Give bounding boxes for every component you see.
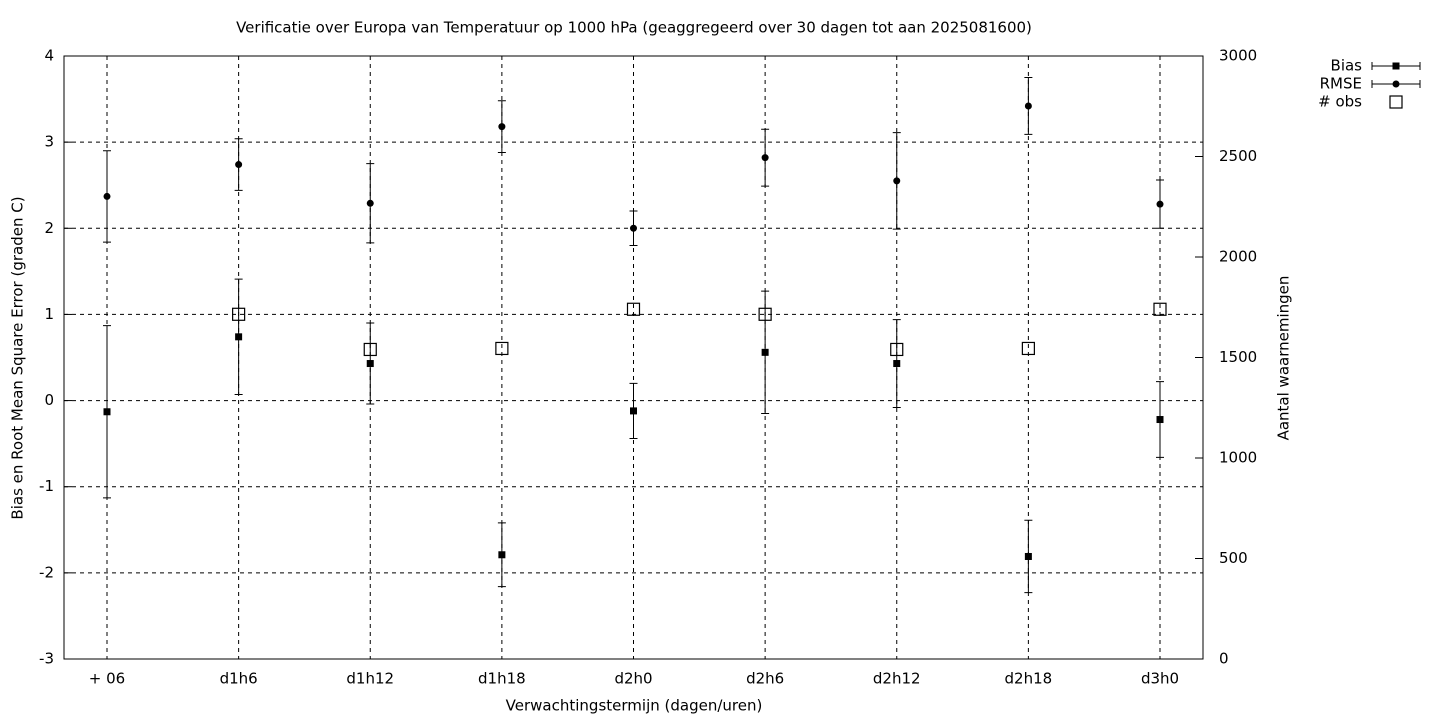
- y-tick-label: 2: [44, 219, 54, 237]
- bias-point: [366, 360, 374, 368]
- y2-tick-label: 0: [1219, 650, 1229, 668]
- y-tick-label: 4: [44, 47, 54, 65]
- rmse-point: [761, 154, 769, 162]
- obs-point: [1389, 95, 1403, 109]
- bias-point: [235, 333, 243, 341]
- obs-point: [758, 307, 772, 321]
- rmse-point: [366, 199, 374, 207]
- x-tick-label: d2h0: [614, 670, 652, 688]
- rmse-point: [498, 123, 506, 131]
- y2-tick-label: 500: [1219, 549, 1248, 567]
- bias-point: [1156, 416, 1164, 424]
- rmse-point: [235, 161, 243, 169]
- bias-point: [761, 348, 769, 356]
- y-tick-label: -2: [39, 563, 54, 581]
- y2-tick-label: 1000: [1219, 449, 1257, 467]
- y2-axis-label: Aantal waarnemingen: [1275, 276, 1293, 441]
- x-tick-label: d1h12: [346, 670, 394, 688]
- obs-point: [1153, 302, 1167, 316]
- rmse-point: [1392, 80, 1400, 88]
- obs-point: [890, 342, 904, 357]
- y-axis-label: Bias en Root Mean Square Error (graden C…: [9, 196, 27, 519]
- legend-label: RMSE: [1320, 75, 1362, 93]
- y-tick-label: -3: [39, 650, 54, 668]
- y2-tick-label: 2500: [1219, 147, 1257, 165]
- x-tick-label: d2h18: [1005, 670, 1053, 688]
- legend-label: Bias: [1331, 57, 1363, 75]
- x-tick-label: d1h18: [478, 670, 526, 688]
- x-tick-label: + 06: [89, 670, 125, 688]
- obs-point: [495, 341, 509, 356]
- bias-point: [103, 408, 111, 416]
- bias-point: [893, 360, 901, 368]
- legend-label: # obs: [1318, 93, 1362, 111]
- rmse-point: [1156, 200, 1164, 208]
- x-axis-label: Verwachtingstermijn (dagen/uren): [506, 697, 763, 715]
- rmse-point: [103, 192, 111, 200]
- x-tick-label: d2h6: [746, 670, 784, 688]
- bias-point: [1392, 62, 1400, 70]
- y-tick-label: -1: [39, 477, 54, 495]
- obs-point: [363, 342, 377, 357]
- y-tick-label: 0: [44, 391, 54, 409]
- rmse-point: [893, 177, 901, 185]
- obs-point: [1021, 341, 1035, 356]
- x-tick-label: d3h0: [1141, 670, 1179, 688]
- bias-point: [630, 407, 637, 415]
- chart-title: Verificatie over Europa van Temperatuur …: [236, 19, 1032, 37]
- y2-tick-label: 3000: [1219, 47, 1257, 65]
- bias-point: [498, 551, 506, 559]
- x-tick-label: d1h6: [220, 670, 258, 688]
- x-tick-label: d2h12: [873, 670, 921, 688]
- rmse-point: [630, 224, 637, 232]
- obs-point: [626, 302, 641, 316]
- y2-tick-label: 1500: [1219, 348, 1257, 366]
- rmse-point: [1024, 102, 1032, 110]
- obs-point: [232, 307, 246, 321]
- y-tick-label: 1: [44, 305, 54, 323]
- y-tick-label: 3: [44, 133, 54, 151]
- bias-point: [1024, 552, 1032, 560]
- y2-tick-label: 2000: [1219, 248, 1257, 266]
